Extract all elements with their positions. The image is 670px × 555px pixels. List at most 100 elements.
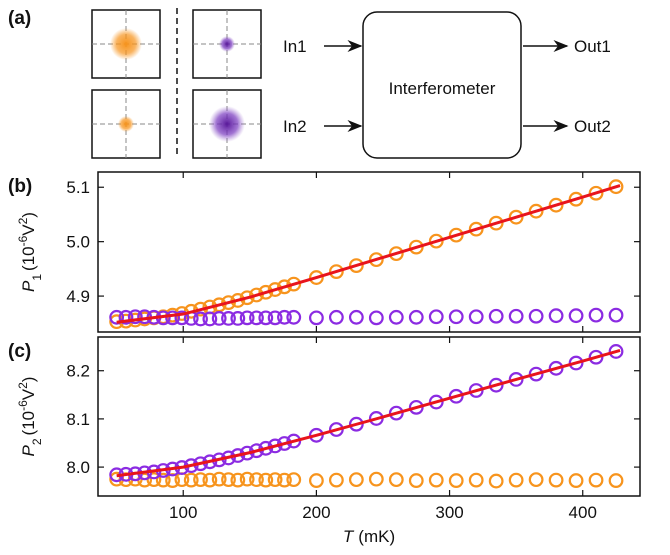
data-point (568, 308, 584, 324)
beam-spot (219, 36, 235, 52)
y-label-part: 2 (30, 438, 44, 445)
data-point (568, 355, 584, 371)
data-point (508, 372, 524, 387)
fit-line (116, 184, 621, 324)
data-point (239, 310, 255, 326)
x-tick-label: 200 (302, 503, 330, 522)
data-point (277, 472, 292, 488)
data-point (249, 287, 264, 303)
y-tick-label: 5.1 (66, 178, 90, 197)
output-label: Out2 (574, 117, 611, 136)
fit-line (116, 349, 621, 478)
data-point (267, 310, 283, 326)
y-label-part: 2 (16, 217, 30, 224)
data-point (221, 295, 236, 311)
data-point (588, 185, 604, 201)
data-point (508, 472, 524, 488)
data-point (127, 309, 143, 325)
beam-spot (110, 28, 142, 60)
y-label-part: ) (19, 377, 38, 383)
data-point (608, 344, 624, 359)
data-point (267, 282, 283, 297)
data-point (221, 472, 236, 488)
output-label: Out1 (574, 37, 611, 56)
data-point (308, 427, 324, 443)
data-point (468, 383, 484, 398)
data-point (448, 309, 464, 325)
data-point (249, 310, 264, 326)
data-point (368, 310, 384, 326)
data-point (109, 309, 125, 325)
data-point (408, 309, 424, 325)
data-point (221, 310, 236, 326)
y-axis-label: P2(10-6V2) (16, 377, 44, 457)
data-point (328, 309, 344, 325)
data-point (348, 309, 364, 325)
data-point (267, 472, 283, 488)
data-point (308, 473, 324, 488)
input-label: In2 (283, 117, 307, 136)
data-point (528, 472, 544, 488)
data-point (588, 472, 604, 488)
beam-spot (209, 106, 245, 142)
y-label-part: 1 (30, 274, 44, 281)
data-point (239, 471, 255, 487)
y-label-part: V (19, 388, 38, 400)
plot-frame (97, 336, 641, 497)
data-point (286, 309, 302, 325)
data-point (249, 472, 264, 488)
data-point (428, 309, 444, 325)
x-tick-label: 400 (569, 503, 597, 522)
data-point (488, 473, 504, 489)
data-point (428, 394, 444, 410)
data-point (258, 472, 274, 488)
data-point (211, 471, 227, 487)
input-label: In1 (283, 37, 307, 56)
data-point (448, 227, 464, 243)
arrows (324, 40, 569, 132)
data-point (548, 472, 564, 488)
data-point (308, 310, 324, 326)
x-axis-label: T (mK) (343, 527, 395, 546)
y-tick-label: 8.0 (66, 458, 90, 477)
data-point (348, 416, 364, 432)
data-point (193, 472, 208, 488)
data-point (568, 473, 584, 488)
data-point (328, 264, 344, 279)
data-point (568, 191, 584, 207)
data-point (368, 471, 384, 487)
data-point (155, 472, 171, 488)
data-point (488, 308, 504, 324)
data-point (588, 307, 604, 323)
y-axis-label: P1 (10-6V2) (16, 212, 44, 292)
data-point (328, 472, 344, 488)
data-point (239, 290, 255, 306)
data-point (277, 279, 292, 295)
panel-label: (c) (8, 341, 31, 362)
data-point (548, 197, 564, 213)
y-label-part: ) (19, 212, 38, 218)
x-tick-label: 300 (435, 503, 463, 522)
data-point (388, 472, 404, 488)
beam-spot (118, 116, 134, 132)
data-point (548, 308, 564, 324)
panel-label: (b) (8, 176, 32, 197)
data-point (348, 258, 364, 274)
data-point (508, 209, 524, 225)
data-point (118, 309, 134, 325)
y-label-part: (10 (19, 411, 38, 436)
data-point (408, 473, 424, 488)
x-label-part: (mK) (358, 527, 395, 546)
data-point (428, 472, 444, 488)
data-point (588, 349, 604, 365)
x-tick-label: 100 (169, 503, 197, 522)
data-point (468, 221, 484, 237)
data-point (165, 310, 180, 326)
data-point (286, 472, 302, 488)
interferometer-box (362, 11, 522, 159)
data-point (211, 310, 227, 326)
data-point (608, 307, 624, 323)
data-point (548, 360, 564, 376)
data-point (408, 239, 424, 255)
